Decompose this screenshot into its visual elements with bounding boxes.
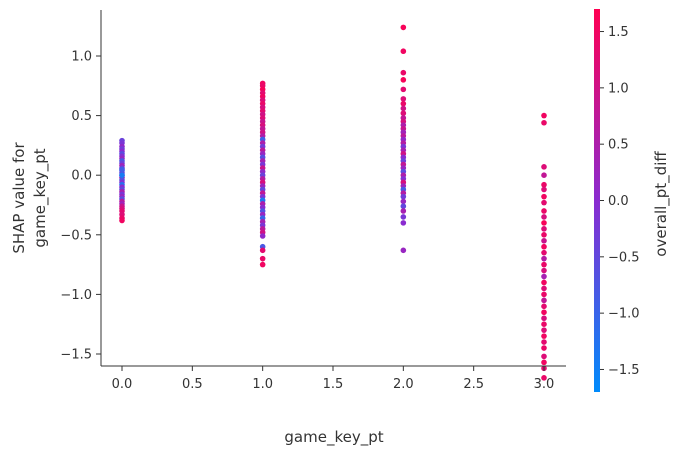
scatter-point <box>541 119 547 126</box>
scatter-point <box>400 105 407 112</box>
scatter-point <box>541 309 547 316</box>
x-tick-label: 3.0 <box>534 377 555 392</box>
scatter-point <box>541 285 547 292</box>
scatter-point <box>541 181 547 188</box>
scatter-point <box>400 48 407 55</box>
colorbar-tick-label: 0.5 <box>608 138 629 153</box>
scatter-point <box>400 203 407 209</box>
scatter-point <box>541 333 547 339</box>
scatter-point <box>541 249 547 256</box>
y-axis-title-line1: SHAP value for <box>10 142 28 254</box>
scatter-point <box>541 315 547 322</box>
colorbar-tick-label: −1.5 <box>608 363 640 378</box>
scatter-point <box>259 233 266 239</box>
y-tick-label: −1.5 <box>60 348 92 363</box>
y-tick-label: −0.5 <box>60 228 92 243</box>
scatter-point <box>541 327 547 333</box>
scatter-point <box>541 226 547 232</box>
scatter-point <box>541 237 547 244</box>
colorbar-tick-label: 1.0 <box>608 81 629 96</box>
y-tick-label: 0.0 <box>71 169 92 184</box>
scatter-point <box>541 232 547 238</box>
scatter-point <box>400 208 407 214</box>
x-tick-label: 0.0 <box>112 377 133 392</box>
colorbar-ticks: 1.5 1.0 0.5 0.0 −0.5 −1.0 −1.5 <box>600 25 640 378</box>
scatter-point <box>541 303 547 310</box>
scatter-point <box>541 164 547 170</box>
scatter-point <box>541 321 547 328</box>
scatter-point <box>541 359 547 366</box>
scatter-point <box>541 267 547 274</box>
scatter-point <box>259 261 266 268</box>
scatter-point <box>541 375 547 381</box>
y-tick-label: −1.0 <box>60 288 92 303</box>
scatter-point <box>541 243 547 250</box>
scatter-point <box>259 255 266 262</box>
scatter-point <box>400 214 407 220</box>
scatter-point <box>541 279 547 286</box>
scatter-point <box>119 172 125 178</box>
colorbar-tick-label: −0.5 <box>608 250 640 265</box>
scatter-point <box>541 208 547 214</box>
scatter-point <box>541 273 547 280</box>
scatter-point <box>541 291 547 298</box>
scatter-point <box>400 24 407 31</box>
y-axis-ticks: 1.0 0.5 0.0 −0.5 −1.0 −1.5 <box>60 50 101 363</box>
scatter-point <box>400 110 407 117</box>
scatter-point <box>400 193 407 200</box>
colorbar-tick-label: 1.5 <box>608 25 629 40</box>
y-axis-title-line2: game_key_pt <box>31 148 50 247</box>
colorbar-tick-label: 0.0 <box>608 194 629 209</box>
x-tick-label: 1.0 <box>252 377 273 392</box>
x-axis-title: game_key_pt <box>284 428 383 447</box>
scatter-point <box>541 214 547 220</box>
y-tick-label: 1.0 <box>71 50 92 65</box>
scatter-point <box>541 345 547 351</box>
scatter-point <box>400 198 407 205</box>
y-tick-label: 0.5 <box>71 109 92 124</box>
x-tick-label: 2.5 <box>463 377 484 392</box>
scatter-point <box>541 353 547 360</box>
scatter-point <box>400 69 407 76</box>
scatter-point <box>541 339 547 345</box>
x-axis-ticks: 0.0 0.5 1.0 1.5 2.0 2.5 3.0 <box>112 366 555 392</box>
scatter-point <box>541 186 547 193</box>
colorbar <box>594 9 600 392</box>
scatter-point <box>541 255 547 262</box>
scatter-point <box>541 193 547 200</box>
scatter-point <box>400 247 407 254</box>
scatter-point <box>259 247 266 254</box>
colorbar-label: overall_pt_diff <box>652 151 671 257</box>
scatter-point <box>119 166 125 173</box>
scatter-points <box>119 24 547 381</box>
scatter-point <box>541 112 547 119</box>
scatter-point <box>400 96 407 102</box>
scatter-point <box>400 77 407 83</box>
scatter-point <box>119 217 125 224</box>
scatter-point <box>541 261 547 268</box>
scatter-point <box>400 100 407 107</box>
scatter-point <box>541 172 547 178</box>
scatter-point <box>541 199 547 206</box>
scatter-point <box>541 220 547 226</box>
scatter-point <box>400 220 407 226</box>
scatter-point <box>541 297 547 304</box>
scatter-point <box>400 86 407 93</box>
x-tick-label: 0.5 <box>182 377 203 392</box>
colorbar-tick-label: −1.0 <box>608 307 640 322</box>
x-tick-label: 1.5 <box>323 377 344 392</box>
x-tick-label: 2.0 <box>393 377 414 392</box>
